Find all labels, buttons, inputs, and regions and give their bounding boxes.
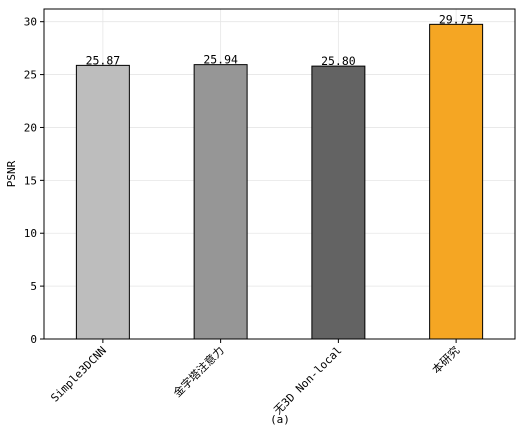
y-tick-label: 20 [24, 121, 37, 134]
data-labels: 25.87 25.94 25.80 29.75 [86, 12, 474, 68]
figure-caption: (a) [270, 413, 290, 426]
y-tick-label: 30 [24, 16, 37, 29]
bar [193, 64, 248, 340]
data-label: 25.94 [203, 53, 238, 67]
data-label: 25.80 [321, 54, 356, 68]
x-tick-label: 金字塔注意力 [170, 343, 227, 400]
bar [75, 64, 130, 340]
data-label: 25.87 [86, 53, 121, 67]
plot-frame [43, 8, 516, 340]
y-tick-label: 25 [24, 69, 37, 82]
y-tick-label: 15 [24, 174, 37, 187]
bars [75, 23, 484, 340]
y-tick-label: 0 [30, 333, 37, 346]
bar [429, 23, 484, 340]
y-tick-label: 10 [24, 227, 37, 240]
x-tick-label: Simple3DCNN [48, 344, 109, 405]
data-label: 29.75 [439, 12, 474, 26]
bar [311, 65, 366, 340]
x-tick-label: 无3D Non-local [271, 344, 344, 417]
x-axis: Simple3DCNN 金字塔注意力 无3D Non-local 本研究 [48, 339, 462, 417]
y-axis: 0 5 10 15 20 25 30 [24, 16, 44, 346]
x-tick-label: 本研究 [429, 343, 462, 376]
y-tick-label: 5 [30, 280, 37, 293]
y-axis-label: PSNR [5, 160, 18, 187]
